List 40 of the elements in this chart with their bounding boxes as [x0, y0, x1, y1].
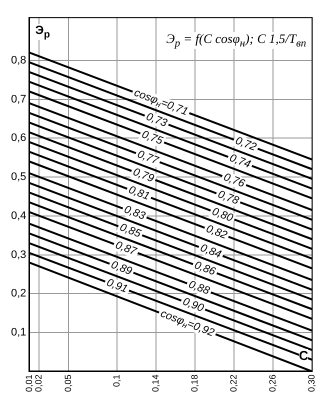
x-tick-label: 0,02: [34, 374, 44, 392]
text: 0,86: [192, 259, 218, 278]
y-tick-label: 0,8: [10, 54, 26, 66]
y-tick-label: 0,7: [10, 93, 26, 106]
y-tick-label: 0,3: [10, 248, 26, 261]
text: 0,87: [114, 239, 139, 258]
x-tick-label: 0,30: [306, 374, 317, 392]
text: 0,74: [228, 152, 252, 171]
text: 0,72: [234, 134, 258, 154]
x-tick-label: 0,14: [150, 374, 161, 392]
text: 0,80: [210, 206, 236, 225]
y-tick-label: 0,1: [10, 326, 26, 339]
text: 0,73: [144, 110, 170, 130]
text: 0,77: [136, 148, 161, 168]
text: 0,81: [126, 184, 152, 203]
text: 0,88: [186, 278, 212, 298]
x-tick-label: 0,22: [228, 374, 239, 392]
x-tick-label: 0,1: [112, 374, 122, 387]
text: 0,78: [216, 188, 242, 208]
text: 0,85: [118, 221, 144, 241]
y-axis-title: Э$_{р}$: [35, 22, 50, 40]
x-tick-label: 0,05: [62, 374, 73, 392]
text: 0,79: [131, 166, 156, 185]
x-tick-label: 0,18: [190, 374, 200, 392]
y-tick-label: 0,6: [10, 132, 26, 144]
text: 0,91: [104, 276, 130, 296]
x-tick-label: 0,26: [268, 374, 278, 392]
text: 0,89: [109, 258, 134, 278]
y-tick-label: 0,5: [10, 171, 26, 184]
text: 0,75: [140, 128, 166, 148]
text: Э$_{р}$ = f(C cosφ$_{н}$); C 1,5/T$_{вп}$: [166, 30, 306, 50]
text: 0,76: [222, 171, 248, 190]
y-tick-label: 0,4: [10, 210, 26, 222]
text: 0,83: [122, 204, 148, 223]
x-axis-title: C: [298, 348, 308, 364]
text: 0,90: [181, 296, 206, 315]
x-tick-label: 0,01: [24, 374, 34, 392]
y-tick-label: 0,2: [10, 288, 26, 300]
text: 0,84: [198, 242, 223, 261]
text: 0,82: [204, 222, 229, 242]
